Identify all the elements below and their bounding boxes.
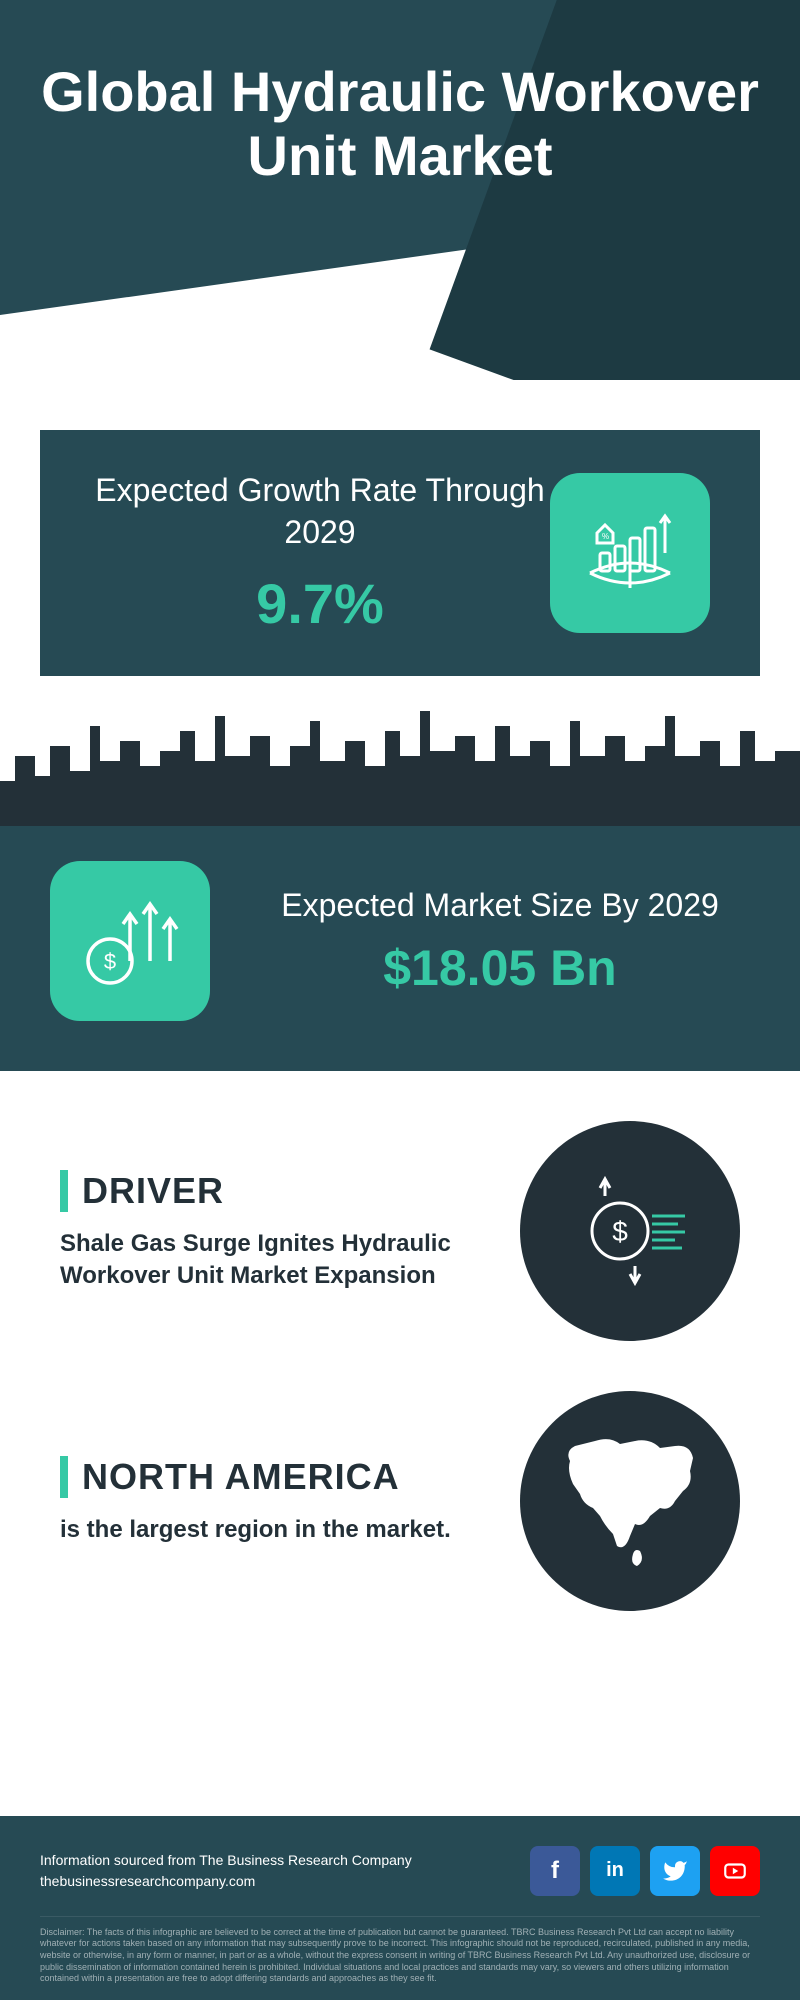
footer-source: Information sourced from The Business Re… [40,1850,412,1892]
driver-heading: DRIVER [60,1170,490,1212]
growth-label: Expected Growth Rate Through 2029 [90,470,550,553]
source-line1: Information sourced from The Business Re… [40,1850,412,1871]
driver-icon: $ [520,1121,740,1341]
region-content: NORTH AMERICA is the largest region in t… [60,1456,490,1546]
region-section: NORTH AMERICA is the largest region in t… [0,1371,800,1641]
skyline-decoration [0,706,800,826]
svg-text:%: % [602,532,609,541]
footer-row: Information sourced from The Business Re… [40,1846,760,1896]
disclaimer-text: Disclaimer: The facts of this infographi… [40,1916,760,1985]
header-banner: Global Hydraulic Workover Unit Market [0,0,800,380]
footer: Information sourced from The Business Re… [0,1816,800,2000]
growth-chart-icon: % [550,473,710,633]
size-content: Expected Market Size By 2029 $18.05 Bn [250,885,750,997]
size-value: $18.05 Bn [250,939,750,997]
twitter-icon[interactable] [650,1846,700,1896]
infographic-page: Global Hydraulic Workover Unit Market Ex… [0,0,800,2000]
growth-value: 9.7% [90,571,550,636]
driver-section: DRIVER Shale Gas Surge Ignites Hydraulic… [0,1071,800,1371]
region-map-icon [520,1391,740,1611]
social-links: f in [530,1846,760,1896]
svg-text:$: $ [612,1216,628,1247]
linkedin-icon[interactable]: in [590,1846,640,1896]
facebook-icon[interactable]: f [530,1846,580,1896]
size-label: Expected Market Size By 2029 [250,885,750,927]
youtube-icon[interactable] [710,1846,760,1896]
growth-rate-card: Expected Growth Rate Through 2029 9.7% % [40,430,760,676]
market-size-card: $ Expected Market Size By 2029 $18.05 Bn [0,821,800,1071]
region-text: is the largest region in the market. [60,1514,490,1546]
driver-text: Shale Gas Surge Ignites Hydraulic Workov… [60,1228,490,1293]
region-heading: NORTH AMERICA [60,1456,490,1498]
svg-text:$: $ [104,949,116,974]
source-line2: thebusinessresearchcompany.com [40,1871,412,1892]
driver-content: DRIVER Shale Gas Surge Ignites Hydraulic… [60,1170,490,1293]
market-size-icon: $ [50,861,210,1021]
page-title: Global Hydraulic Workover Unit Market [0,0,800,189]
growth-content: Expected Growth Rate Through 2029 9.7% [90,470,550,636]
